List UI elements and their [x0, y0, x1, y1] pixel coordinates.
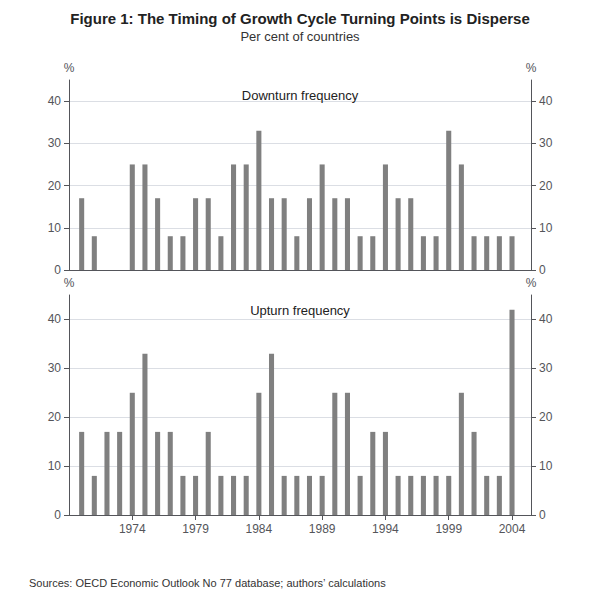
- svg-text:Sources: OECD Economic Outlook: Sources: OECD Economic Outlook No 77 dat…: [29, 577, 386, 589]
- svg-text:1999: 1999: [435, 522, 462, 536]
- svg-text:1984: 1984: [246, 522, 273, 536]
- svg-text:40: 40: [539, 94, 553, 108]
- svg-text:Upturn frequency: Upturn frequency: [250, 303, 350, 318]
- svg-text:%: %: [64, 61, 75, 75]
- svg-text:%: %: [526, 61, 537, 75]
- svg-text:2004: 2004: [499, 522, 526, 536]
- svg-text:30: 30: [539, 136, 553, 150]
- svg-text:1989: 1989: [309, 522, 336, 536]
- svg-text:10: 10: [539, 459, 553, 473]
- svg-text:Downturn frequency: Downturn frequency: [242, 88, 359, 103]
- svg-text:Per cent of countries: Per cent of countries: [240, 29, 360, 44]
- svg-text:10: 10: [48, 459, 62, 473]
- svg-text:Figure 1: The Timing of Growth: Figure 1: The Timing of Growth Cycle Tur…: [70, 10, 530, 27]
- svg-text:%: %: [64, 276, 75, 290]
- svg-text:40: 40: [48, 312, 62, 326]
- svg-text:40: 40: [539, 312, 553, 326]
- svg-text:0: 0: [54, 263, 61, 277]
- svg-text:%: %: [526, 276, 537, 290]
- svg-text:0: 0: [539, 508, 546, 522]
- svg-text:1974: 1974: [119, 522, 146, 536]
- svg-text:0: 0: [54, 508, 61, 522]
- svg-text:20: 20: [539, 410, 553, 424]
- svg-text:20: 20: [48, 179, 62, 193]
- svg-text:30: 30: [48, 361, 62, 375]
- svg-text:20: 20: [48, 410, 62, 424]
- svg-text:1979: 1979: [182, 522, 209, 536]
- svg-text:10: 10: [539, 221, 553, 235]
- svg-text:40: 40: [48, 94, 62, 108]
- svg-text:1994: 1994: [372, 522, 399, 536]
- svg-text:30: 30: [48, 136, 62, 150]
- svg-text:20: 20: [539, 179, 553, 193]
- svg-text:30: 30: [539, 361, 553, 375]
- svg-text:0: 0: [539, 263, 546, 277]
- svg-text:10: 10: [48, 221, 62, 235]
